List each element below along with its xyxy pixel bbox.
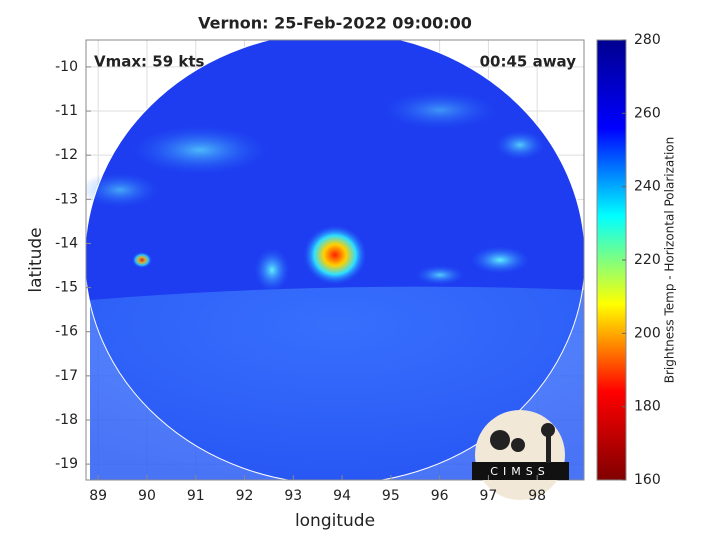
x-tick-label: 91 [187,488,205,504]
y-tick-label: -14 [55,235,78,251]
y-tick-label: -10 [55,59,78,75]
logo-text: CIMSS [490,465,549,478]
y-tick-label: -18 [55,412,78,428]
y-tick-label: -11 [55,103,78,119]
x-tick-label: 90 [138,488,156,504]
chart-title: Vernon: 25-Feb-2022 09:00:00 [198,14,472,33]
annotation: 00:45 away [480,53,577,71]
y-tick-label: -17 [55,368,78,384]
logo: CIMSS [472,410,569,500]
x-tick-label: 96 [431,488,449,504]
x-tick-label: 94 [333,488,351,504]
colorbar-tick-label: 240 [634,179,661,195]
y-tick-label: -13 [55,191,78,207]
y-axis-label: latitude [26,227,46,292]
colorbar-tick-label: 160 [634,472,661,488]
colorbar-tick-label: 200 [634,325,661,341]
y-tick-label: -19 [55,456,78,472]
colorbar-tick-label: 260 [634,105,661,121]
colorbar-tick-label: 220 [634,252,661,268]
y-tick-label: -16 [55,324,78,340]
x-axis-label: longitude [295,511,375,531]
colorbar-tick-label: 280 [634,32,661,48]
x-tick-label: 95 [382,488,400,504]
colorbar [596,39,627,481]
x-tick-label: 92 [236,488,254,504]
colorbar-tick-label: 180 [634,399,661,415]
y-tick-label: -15 [55,280,78,296]
x-tick-label: 98 [528,488,546,504]
imagery [86,40,584,480]
colorbar-label: Brightness Temp - Horizontal Polarizatio… [663,137,677,384]
x-tick-label: 93 [284,488,302,504]
x-tick-label: 97 [479,488,497,504]
axes-frame [85,39,585,481]
y-tick-label: -12 [55,147,78,163]
annotation: Vmax: 59 kts [94,53,204,71]
x-tick-label: 89 [89,488,107,504]
